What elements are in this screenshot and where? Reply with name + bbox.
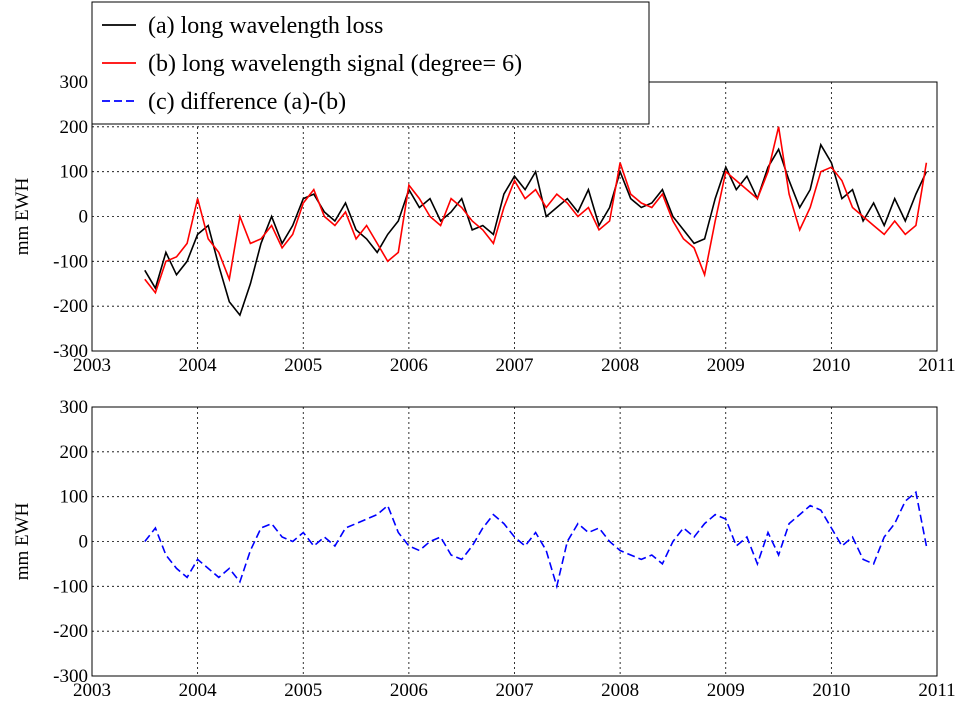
y-tick-label: 100 [60,487,89,508]
legend-label: (b) long wavelength signal (degree= 6) [148,51,522,77]
legend-label: (a) long wavelength loss [148,13,383,39]
plot-frame [91,406,938,677]
y-tick-label: 0 [79,532,89,553]
x-tick-label: 2006 [390,355,428,376]
data-line [144,142,928,317]
y-tick-label: -100 [53,251,88,272]
y-tick-label: -200 [53,296,88,317]
x-tick-label: 2004 [179,355,218,376]
x-tick-label: 2011 [918,680,955,701]
y-tick-label: -300 [53,666,88,687]
x-tick-label: 2007 [496,680,534,701]
y-tick-label: -300 [53,341,88,362]
y-tick-label: 100 [60,162,89,183]
y-tick-label: -100 [53,576,88,597]
x-tick-label: 2003 [73,355,111,376]
y-tick-label: -200 [53,621,88,642]
x-tick-label: 2006 [390,680,428,701]
legend-label: (c) difference (a)-(b) [148,89,346,115]
x-tick-label: 2011 [918,355,955,376]
y-tick-label: 300 [60,397,89,418]
x-tick-label: 2005 [284,680,322,701]
y-tick-label: 0 [79,207,89,228]
x-tick-label: 2009 [707,355,745,376]
x-tick-label: 2004 [179,680,218,701]
x-tick-label: 2010 [812,680,850,701]
y-tick-label: 200 [60,442,89,463]
y-tick-label: 200 [60,117,89,138]
y-axis-label: mm EWH [12,177,33,255]
data-line [144,490,928,590]
y-axis-label: mm EWH [12,502,33,580]
y-tick-label: 300 [60,72,89,93]
legend-box [91,1,650,125]
data-line [144,126,928,295]
x-tick-label: 2008 [601,680,639,701]
x-tick-label: 2008 [601,355,639,376]
x-tick-label: 2009 [707,680,745,701]
x-tick-label: 2005 [284,355,322,376]
x-tick-label: 2007 [496,355,534,376]
x-tick-label: 2003 [73,680,111,701]
x-tick-label: 2010 [812,355,850,376]
